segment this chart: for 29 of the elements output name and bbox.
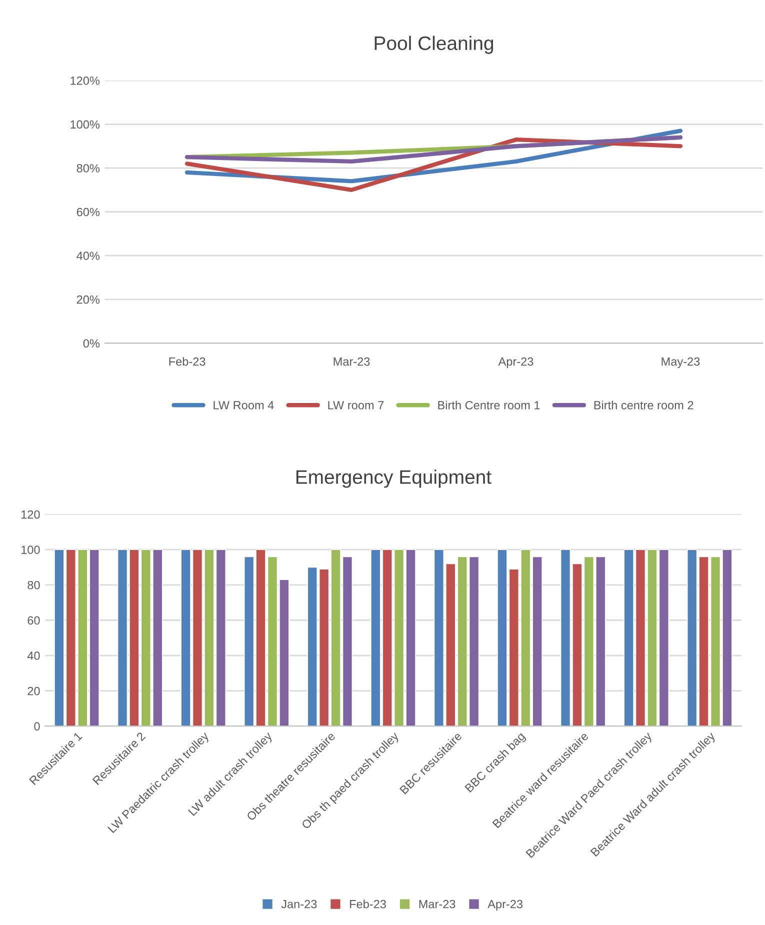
legend-label: Mar-23 bbox=[419, 900, 456, 908]
y-tick-label: 60% bbox=[76, 208, 100, 216]
chart-title: Emergency Equipment bbox=[296, 470, 492, 488]
legend-label: Apr-23 bbox=[488, 900, 523, 911]
y-tick-label: 20% bbox=[76, 295, 100, 304]
y-tick-label: 80% bbox=[76, 164, 100, 172]
legend-label: Jan-23 bbox=[281, 900, 317, 908]
y-tick-label: 60 bbox=[28, 616, 40, 625]
y-tick-label: 100% bbox=[70, 120, 100, 129]
legend-label: Birth Centre room 1 bbox=[438, 400, 540, 410]
legend-label: LW room 7 bbox=[328, 401, 384, 410]
x-tick-label: May-23 bbox=[662, 357, 700, 368]
y-tick-label: 40 bbox=[27, 652, 40, 660]
legend-label: Birth centre room 2 bbox=[594, 400, 694, 410]
y-tick-label: 100 bbox=[21, 546, 40, 554]
chart-title: Pool Cleaning bbox=[374, 36, 494, 54]
y-tick-label: 0 bbox=[34, 722, 40, 731]
x-tick-label: Mar-23 bbox=[334, 357, 370, 366]
legend-label: Feb-23 bbox=[350, 900, 386, 908]
y-tick-label: 40% bbox=[76, 252, 100, 260]
y-tick-label: 120% bbox=[70, 76, 100, 85]
y-tick-label: 20 bbox=[28, 686, 40, 696]
x-tick-label: Feb-23 bbox=[169, 357, 206, 366]
y-tick-label: 0% bbox=[83, 339, 100, 348]
x-tick-label: Apr-23 bbox=[498, 357, 534, 368]
y-tick-label: 80 bbox=[28, 580, 40, 590]
line-series bbox=[184, 135, 683, 164]
y-tick-label: 120 bbox=[21, 510, 40, 519]
legend-label: LW Room 4 bbox=[214, 401, 274, 410]
